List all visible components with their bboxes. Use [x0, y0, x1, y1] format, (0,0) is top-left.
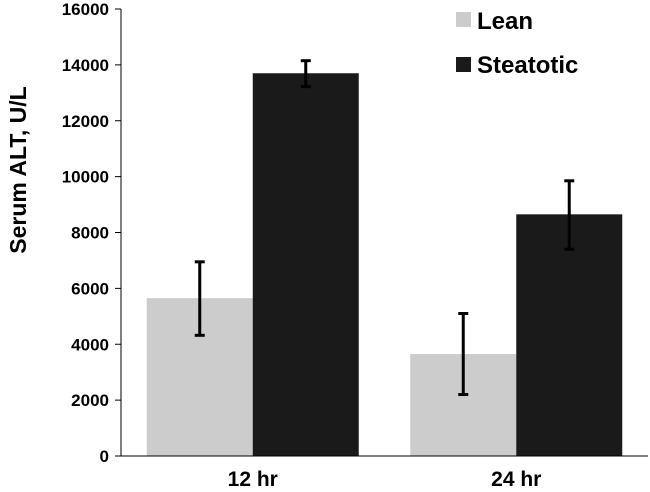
y-tick-label: 2000	[71, 391, 109, 410]
y-tick-label: 8000	[71, 224, 109, 243]
y-tick-label: 0	[100, 447, 109, 466]
y-tick-label: 12000	[62, 112, 109, 131]
y-tick-label: 4000	[71, 335, 109, 354]
bar-steatotic-12hr	[252, 73, 359, 456]
x-category-label: 24 hr	[491, 468, 541, 491]
legend-swatch-steatotic	[456, 57, 471, 72]
legend-label-lean: Lean	[477, 8, 533, 35]
y-tick-label: 6000	[71, 279, 109, 298]
bar-steatotic-24hr	[516, 214, 623, 456]
y-axis-title: Serum ALT, U/L	[5, 86, 31, 253]
y-tick-label: 16000	[62, 0, 109, 19]
legend: Lean Steatotic	[456, 8, 578, 79]
x-category-label: 12 hr	[228, 468, 278, 491]
legend-swatch-lean	[456, 12, 471, 27]
legend-label-steatotic: Steatotic	[477, 52, 578, 79]
y-tick-label: 10000	[62, 168, 109, 187]
y-tick-label: 14000	[62, 56, 109, 75]
